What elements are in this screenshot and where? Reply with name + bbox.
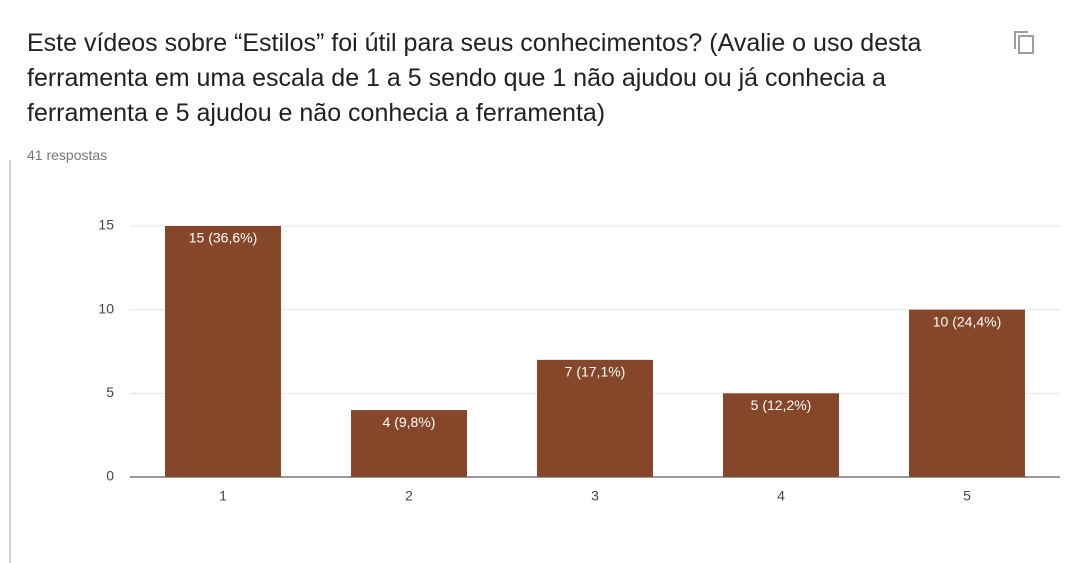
value-label: 15 (36,6%): [189, 230, 257, 246]
y-tick-label: 10: [98, 300, 114, 316]
bar: [723, 393, 839, 477]
value-label: 4 (9,8%): [383, 414, 436, 430]
x-tick-label: 4: [777, 488, 785, 504]
value-label: 10 (24,4%): [933, 313, 1001, 329]
x-tick-label: 2: [405, 488, 413, 504]
bar: [165, 226, 281, 477]
response-count: 41 respostas: [27, 147, 108, 163]
y-tick-label: 0: [106, 468, 114, 484]
y-tick-label: 15: [98, 217, 114, 233]
bar: [537, 359, 653, 477]
chart-title: Este vídeos sobre “Estilos” foi útil par…: [27, 29, 922, 127]
bar: [909, 309, 1025, 477]
x-tick-label: 3: [591, 488, 599, 504]
bar: [351, 410, 467, 477]
y-tick-label: 5: [106, 384, 114, 400]
x-tick-label: 5: [963, 488, 971, 504]
value-label: 7 (17,1%): [565, 364, 626, 380]
value-label: 5 (12,2%): [751, 397, 812, 413]
copy-icon[interactable]: [1014, 31, 1034, 54]
x-tick-label: 1: [219, 488, 227, 504]
